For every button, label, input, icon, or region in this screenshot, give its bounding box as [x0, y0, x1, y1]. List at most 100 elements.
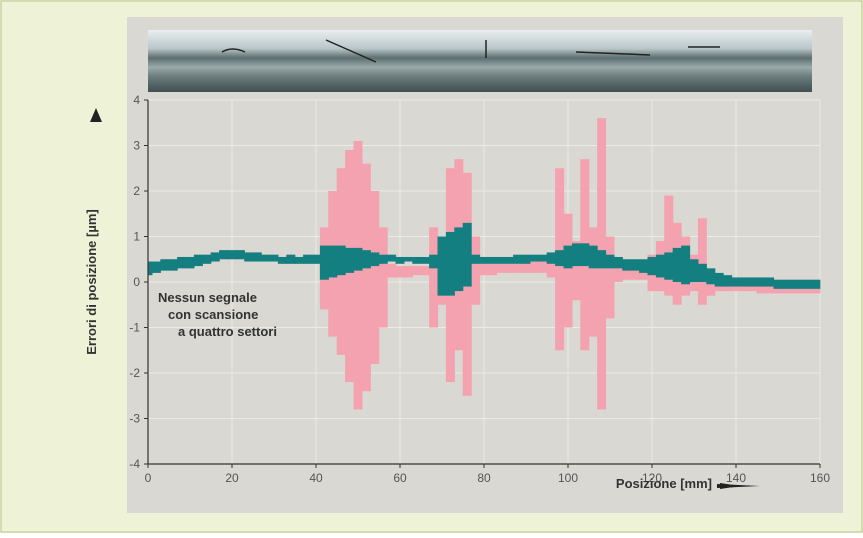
- y-tick-label: -2: [129, 366, 140, 380]
- band-segment: [211, 252, 220, 261]
- band-segment: [522, 255, 531, 264]
- band-segment: [286, 255, 295, 264]
- band-segment: [664, 196, 673, 296]
- band-segment: [261, 255, 270, 262]
- y-tick-label: 2: [133, 184, 140, 198]
- band-segment: [219, 250, 228, 259]
- band-segment: [538, 255, 547, 262]
- band-segment: [337, 246, 346, 276]
- band-segment: [782, 280, 791, 289]
- y-axis-label: Errori di posizione [µm]: [84, 209, 99, 354]
- band-segment: [169, 259, 178, 270]
- band-segment: [480, 264, 489, 275]
- band-segment: [202, 255, 211, 264]
- band-segment: [673, 248, 682, 282]
- band-segment: [732, 277, 741, 286]
- band-segment: [765, 277, 774, 286]
- band-segment: [480, 257, 489, 264]
- band-segment: [580, 243, 589, 266]
- band-segment: [186, 257, 195, 268]
- band-segment: [807, 280, 816, 289]
- band-segment: [387, 255, 396, 262]
- x-tick-label: 160: [810, 471, 830, 485]
- band-segment: [488, 257, 497, 264]
- y-tick-label: 3: [133, 139, 140, 153]
- y-tick-label: 0: [133, 275, 140, 289]
- y-tick-label: -3: [129, 412, 140, 426]
- band-segment: [253, 252, 262, 261]
- band-segment: [648, 257, 657, 275]
- band-segment: [295, 257, 304, 264]
- band-segment: [757, 277, 766, 286]
- band-segment: [396, 266, 405, 277]
- band-segment: [606, 255, 615, 269]
- y-tick-label: -1: [129, 321, 140, 335]
- band-segment: [589, 227, 598, 336]
- band-segment: [774, 280, 783, 289]
- band-segment: [463, 223, 472, 287]
- band-segment: [513, 264, 522, 273]
- band-segment: [639, 259, 648, 273]
- band-segment: [270, 255, 279, 262]
- band-segment: [303, 255, 312, 264]
- y-tick-label: -4: [129, 457, 140, 471]
- x-tick-label: 0: [145, 471, 152, 485]
- band-segment: [513, 255, 522, 264]
- band-segment: [555, 250, 564, 266]
- band-segment: [471, 255, 480, 264]
- band-segment: [606, 237, 615, 319]
- band-segment: [278, 257, 287, 264]
- band-segment: [799, 280, 808, 289]
- band-segment: [816, 280, 821, 289]
- band-segment: [370, 191, 379, 364]
- band-segment: [706, 268, 715, 284]
- band-segment: [379, 255, 388, 264]
- band-segment: [547, 252, 556, 263]
- band-segment: [244, 252, 253, 261]
- x-tick-label: 20: [225, 471, 239, 485]
- band-segment: [496, 264, 505, 273]
- band-segment: [505, 264, 514, 273]
- band-segment: [530, 262, 539, 273]
- band-segment: [664, 252, 673, 279]
- band-segment: [589, 246, 598, 269]
- y-tick-label: 1: [133, 230, 140, 244]
- band-segment: [530, 255, 539, 262]
- band-segment: [421, 266, 430, 275]
- band-segment: [438, 237, 447, 296]
- band-segment: [740, 277, 749, 286]
- band-segment: [631, 259, 640, 270]
- band-segment: [622, 259, 631, 270]
- band-segment: [404, 266, 413, 277]
- band-segment: [362, 164, 371, 392]
- band-segment: [715, 273, 724, 287]
- band-segment: [429, 227, 438, 327]
- band-segment: [690, 259, 699, 282]
- band-segment: [656, 255, 665, 278]
- band-segment: [505, 257, 514, 264]
- x-tick-label: 40: [309, 471, 323, 485]
- band-segment: [412, 266, 421, 275]
- band-segment: [790, 280, 799, 289]
- band-segment: [328, 246, 337, 278]
- band-segment: [354, 248, 363, 271]
- x-tick-label: 80: [477, 471, 491, 485]
- band-segment: [370, 252, 379, 266]
- band-segment: [396, 257, 405, 264]
- band-segment: [564, 246, 573, 269]
- y-tick-label: 4: [133, 93, 140, 107]
- band-segment: [614, 257, 623, 268]
- band-segment: [362, 250, 371, 268]
- annotation-line: Nessun segnale: [158, 290, 257, 305]
- band-segment: [698, 264, 707, 282]
- band-segment: [597, 250, 606, 268]
- x-tick-label: 100: [558, 471, 578, 485]
- band-segment: [354, 141, 363, 409]
- x-axis-label: Posizione [mm]: [616, 476, 712, 491]
- band-segment: [345, 248, 354, 273]
- annotation-line: a quattro settori: [178, 324, 277, 339]
- band-segment: [404, 257, 413, 262]
- band-segment: [454, 227, 463, 291]
- band-segment: [471, 237, 480, 305]
- band-segment: [194, 255, 203, 266]
